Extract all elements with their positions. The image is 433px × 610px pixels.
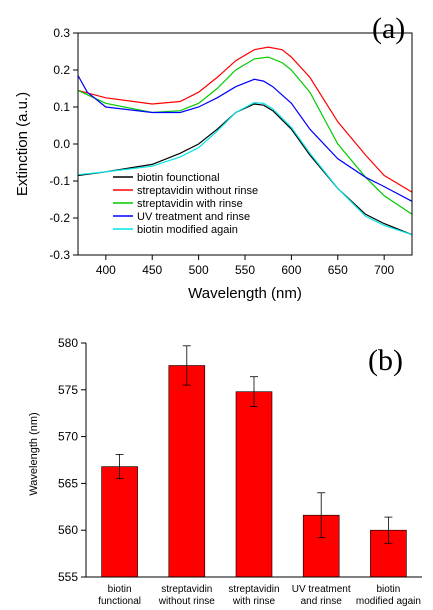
x-tick-label: 600 xyxy=(281,263,301,277)
bar xyxy=(101,466,138,578)
y-tick-label: 580 xyxy=(58,336,78,350)
category-label: biotin modified again xyxy=(356,584,421,607)
x-tick-label: 700 xyxy=(374,263,394,277)
bar-chart-panel: 555 560 565 570 575 580 biotin functional strep… xyxy=(28,336,422,607)
x-tick-label: 550 xyxy=(235,263,255,277)
y-tick-label: 560 xyxy=(58,523,78,537)
legend-label: biotin founctional xyxy=(137,172,220,184)
series-group xyxy=(77,46,413,236)
series-line xyxy=(77,46,413,193)
x-axis-label: Wavelength (nm) xyxy=(188,285,302,302)
x-axis: biotin functional streptavidin without rins… xyxy=(98,584,421,607)
y-tick-label: 570 xyxy=(58,430,78,444)
x-tick-label: 500 xyxy=(189,263,209,277)
y-tick-label: -0.3 xyxy=(49,248,70,262)
axes xyxy=(85,343,422,578)
x-tick-label: 400 xyxy=(96,263,116,277)
legend-label: streptavidin without rinse xyxy=(137,185,258,197)
y-tick-label: -0.2 xyxy=(49,211,70,225)
legend-label: UV treatment and rinse xyxy=(137,211,250,223)
panel-label: (a) xyxy=(372,12,405,45)
category-label: UV treatment and rinse xyxy=(292,584,351,607)
y-tick-label: 0.0 xyxy=(53,137,70,151)
x-tick-label: 450 xyxy=(142,263,162,277)
legend-label: streptavidin with rinse xyxy=(137,198,243,210)
y-tick-label: -0.1 xyxy=(49,174,70,188)
y-axis-label: Extinction (a.u.) xyxy=(14,92,31,196)
series-line xyxy=(77,56,413,215)
y-tick-label: 565 xyxy=(58,476,78,490)
series-line xyxy=(77,101,413,236)
y-tick-label: 555 xyxy=(58,570,78,584)
legend-label: biotin modified again xyxy=(137,224,238,236)
line-chart-panel: 400 450 500 550 600 650 700 -0.3 -0.2 -0.1 0.0 0.1… xyxy=(14,12,413,302)
bars-group xyxy=(101,345,407,578)
y-tick-label: 0.3 xyxy=(53,26,70,40)
y-axis-label: Wavelength (nm) xyxy=(28,412,40,495)
category-label: streptavidin with rinse xyxy=(228,584,279,607)
category-label: streptavidin without rinse xyxy=(158,584,216,607)
panel-label: (b) xyxy=(368,344,403,377)
x-axis: 400 450 500 550 600 650 700 xyxy=(96,255,394,277)
y-axis: 555 560 565 570 575 580 xyxy=(58,336,86,584)
y-tick-label: 575 xyxy=(58,383,78,397)
series-line xyxy=(77,75,413,202)
y-tick-label: 0.2 xyxy=(53,63,70,77)
y-axis: -0.3 -0.2 -0.1 0.0 0.1 0.2 0.3 xyxy=(49,26,78,262)
series-line xyxy=(77,103,413,236)
bar xyxy=(235,391,273,578)
category-label: biotin functional xyxy=(98,584,141,607)
y-tick-label: 0.1 xyxy=(53,100,70,114)
bar xyxy=(168,365,206,578)
x-tick-label: 650 xyxy=(328,263,348,277)
